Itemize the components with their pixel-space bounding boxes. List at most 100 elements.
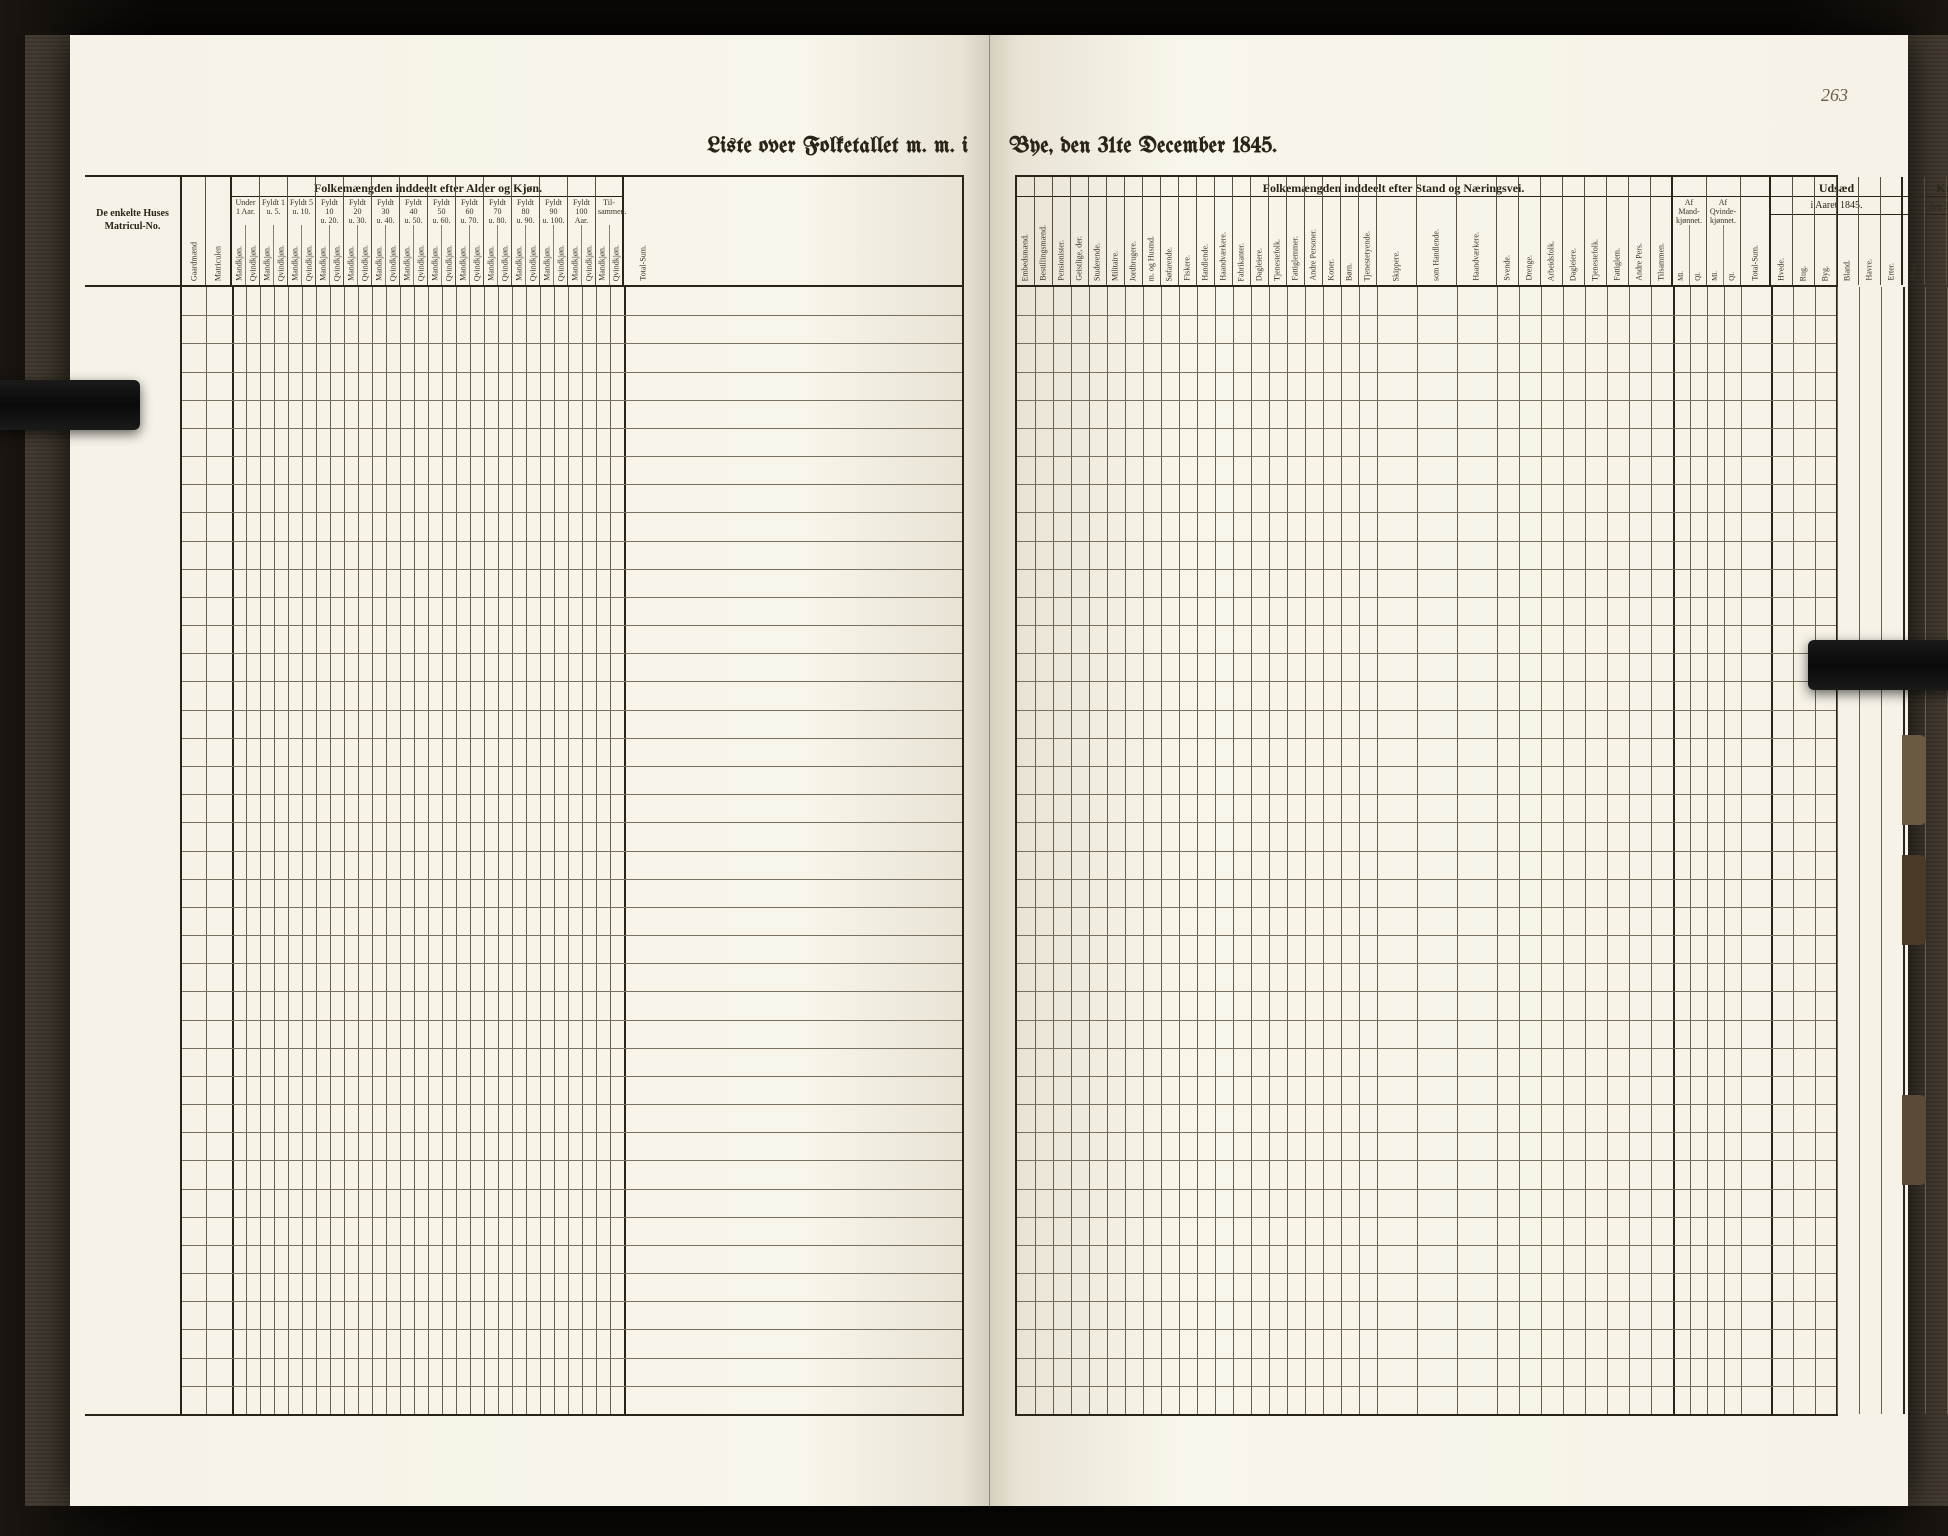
grid-hline [182, 1273, 962, 1274]
occupation-col: Fiskere. [1179, 177, 1197, 285]
col-label: Haandværkere. [1472, 232, 1481, 281]
grid-hline [1017, 1076, 1837, 1077]
crop-col: Bland. [1837, 177, 1859, 285]
sex-label: Mandkjøn. [542, 246, 551, 281]
col-label: Embedsmænd. [1021, 234, 1030, 281]
grid-hline [1017, 1020, 1837, 1021]
col-label: Militaire. [1111, 251, 1120, 281]
ledger-header-right: Folkemængden inddeelt efter Stand og Nær… [1017, 177, 1837, 287]
occupation-tail-col: Tjenestefolk. [1585, 177, 1607, 285]
grid-hline [1017, 794, 1837, 795]
col-label: m. og Husmd. [1147, 236, 1156, 281]
col-label: Søfarende. [1165, 247, 1174, 281]
grid-hline [182, 428, 962, 429]
occupation-col: Bestillingsmænd. [1035, 177, 1053, 285]
age-group-label: Fyldt 80u. 90. [514, 199, 537, 225]
grid-hline [1017, 1104, 1837, 1105]
col-label: Skippere. [1392, 251, 1401, 281]
col-label: Hvede. [1777, 258, 1786, 281]
col-label: Børn. [1345, 263, 1354, 281]
grid-hline [182, 1189, 962, 1190]
summary-total-col: Total-Sum. [1741, 177, 1771, 285]
summary-label: Af Mand-kjønnet. [1675, 199, 1704, 225]
grid-hline [182, 400, 962, 401]
grid-hline [182, 597, 962, 598]
occupation-col: Tjenestetyende. [1359, 177, 1377, 285]
sex-label: Mandkjøn. [318, 246, 327, 281]
col-label: Total-Sum. [1750, 245, 1759, 281]
grid-hline [1017, 1358, 1837, 1359]
summary-sub: Ml. [1677, 271, 1685, 281]
sex-label: Qvindkjøn. [248, 245, 257, 281]
occupation-tail-col: Fattiglem. [1607, 177, 1629, 285]
grid-hline [1017, 710, 1837, 711]
occupation-tail-col: Dagleiere. [1563, 177, 1585, 285]
occupation-col: Embedsmænd. [1017, 177, 1035, 285]
occupation-tail-col: Andre Pers. [1629, 177, 1651, 285]
summary-col: Af Mand-kjønnet.Ml.Ql. [1673, 177, 1707, 285]
col-label: Havre. [1865, 259, 1874, 281]
grid-hline [1017, 484, 1837, 485]
grid-hline [1017, 766, 1837, 767]
grid-hline [182, 372, 962, 373]
age-group-label: Fyldt 40u. 50. [402, 199, 425, 225]
occupation-col: Søfarende. [1161, 177, 1179, 285]
occupation-tail-col: Svende. [1497, 177, 1519, 285]
occupation-col: Haandværkere. [1215, 177, 1233, 285]
grid-body-left [182, 287, 962, 1414]
age-group-col: Fyldt 70u. 80.Mandkjøn.Qvindkjøn. [484, 177, 512, 285]
title-right: Bye, den 31te December 1845. [990, 135, 1909, 158]
grid-hline [1017, 456, 1837, 457]
open-book: Liste over Folketallet m. m. i De enkelt… [70, 35, 1908, 1506]
ledger-left: GaardmændMatriculenFolkemængden inddeelt… [180, 175, 964, 1416]
occupation-col: m. og Husmd. [1143, 177, 1161, 285]
sex-label: Qvindkjøn. [611, 245, 620, 281]
grid-hline [182, 935, 962, 936]
col-label: Fabrikanter. [1237, 243, 1246, 281]
col-label: Bestillingsmænd. [1039, 225, 1048, 281]
grid-hline [182, 1076, 962, 1077]
summary-label: Af Qvinde-kjønnet. [1709, 199, 1738, 225]
grid-hline [1017, 1301, 1837, 1302]
occupation-wide-col: Skippere. [1377, 177, 1417, 285]
grid-hline [182, 851, 962, 852]
sex-label: Qvindkjøn. [416, 245, 425, 281]
age-group-col: Fyldt 60u. 70.Mandkjøn.Qvindkjøn. [456, 177, 484, 285]
sex-label: Qvindkjøn. [528, 245, 537, 281]
col-label: Fattiglemmer. [1291, 236, 1300, 281]
grid-hline [182, 569, 962, 570]
grid-hline [182, 963, 962, 964]
grid-hline [182, 1217, 962, 1218]
col-label: Andre Pers. [1635, 243, 1644, 281]
occupation-wide-col: som Handlende. [1417, 177, 1457, 285]
grid-hline [182, 1132, 962, 1133]
grid-hline [1017, 879, 1837, 880]
occupation-col: Dagleiere. [1251, 177, 1269, 285]
grid-vline [1859, 287, 1860, 1414]
age-group-label: Til-sammen. [598, 199, 620, 217]
ledger-right: Folkemængden inddeelt efter Stand og Nær… [1015, 175, 1839, 1416]
sex-label: Qvindkjøn. [472, 245, 481, 281]
col-label: Fattiglem. [1613, 248, 1622, 281]
col-label: Pensionister. [1057, 240, 1066, 281]
clip-right [1808, 640, 1948, 690]
age-group-label: Fyldt 90u. 100. [542, 199, 565, 225]
lead-col: Gaardmænd [182, 177, 206, 285]
occupation-col: Handlende. [1197, 177, 1215, 285]
sex-label: Qvindkjøn. [360, 245, 369, 281]
grid-hline [182, 1245, 962, 1246]
grid-hline [1017, 935, 1837, 936]
age-group-label: Fyldt100 Aar. [570, 199, 593, 225]
sex-label: Mandkjøn. [486, 246, 495, 281]
crop-col: Havre. [1859, 177, 1881, 285]
age-group-col: Fyldt100 Aar.Mandkjøn.Qvindkjøn. [568, 177, 596, 285]
occupation-col: Fabrikanter. [1233, 177, 1251, 285]
col-label: Bland. [1843, 260, 1852, 281]
sex-label: Qvindkjøn. [444, 245, 453, 281]
occupation-col: Jordbrugere. [1125, 177, 1143, 285]
sex-label: Mandkjøn. [514, 246, 523, 281]
grid-hline [182, 1048, 962, 1049]
sex-label: Qvindkjøn. [276, 245, 285, 281]
grid-hline [182, 541, 962, 542]
grid-hline [182, 879, 962, 880]
